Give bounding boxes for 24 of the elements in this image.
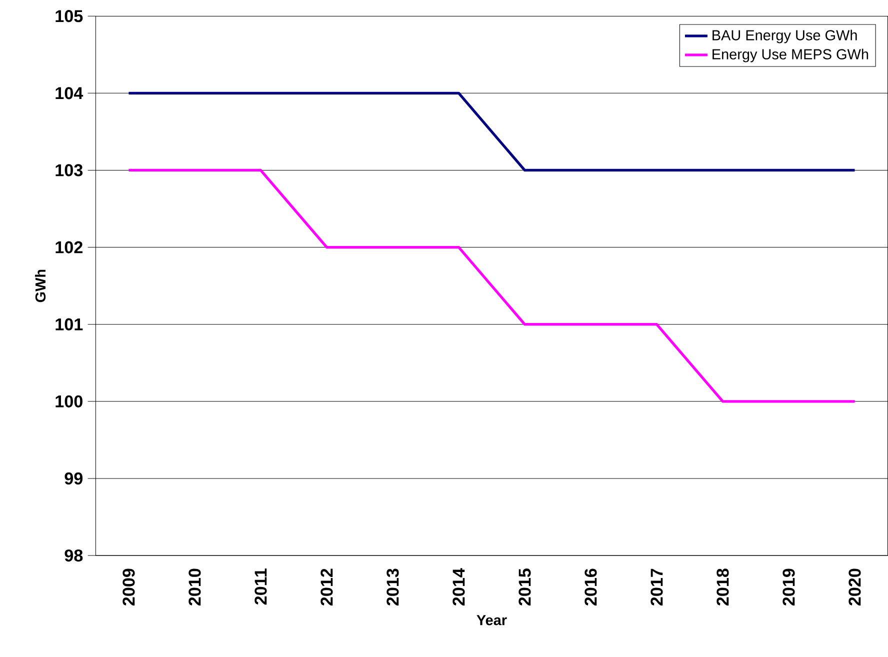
y-tick-label: 102 [56, 241, 82, 254]
y-axis-title: GWh [34, 270, 46, 302]
y-tick-label: 99 [64, 472, 83, 484]
x-tick-label: 2012 [320, 568, 333, 606]
x-tick-label: 2018 [716, 568, 729, 606]
x-tick-label: 2009 [122, 568, 135, 606]
x-tick-label: 2019 [782, 568, 795, 606]
x-tick-label: 2010 [188, 568, 201, 606]
y-tick-label: 103 [56, 164, 83, 176]
y-tick-label: 100 [56, 395, 82, 408]
x-tick-label: 2015 [518, 568, 531, 606]
x-tick-label: 2020 [848, 568, 861, 606]
legend-label: Energy Use MEPS GWh [712, 48, 868, 62]
y-tick-label: 105 [56, 10, 83, 22]
x-tick-label: 2014 [452, 568, 465, 606]
y-tick-label: 101 [56, 318, 83, 330]
x-tick-label: 2017 [650, 568, 663, 606]
x-axis-title: Year [476, 615, 507, 626]
y-tick-label: 98 [64, 549, 83, 562]
x-tick-label: 2013 [386, 568, 399, 606]
y-tick-label: 104 [56, 87, 84, 100]
x-tick-label: 2011 [254, 568, 267, 604]
x-tick-label: 2016 [584, 568, 597, 606]
legend-label: BAU Energy Use GWh [712, 30, 857, 44]
